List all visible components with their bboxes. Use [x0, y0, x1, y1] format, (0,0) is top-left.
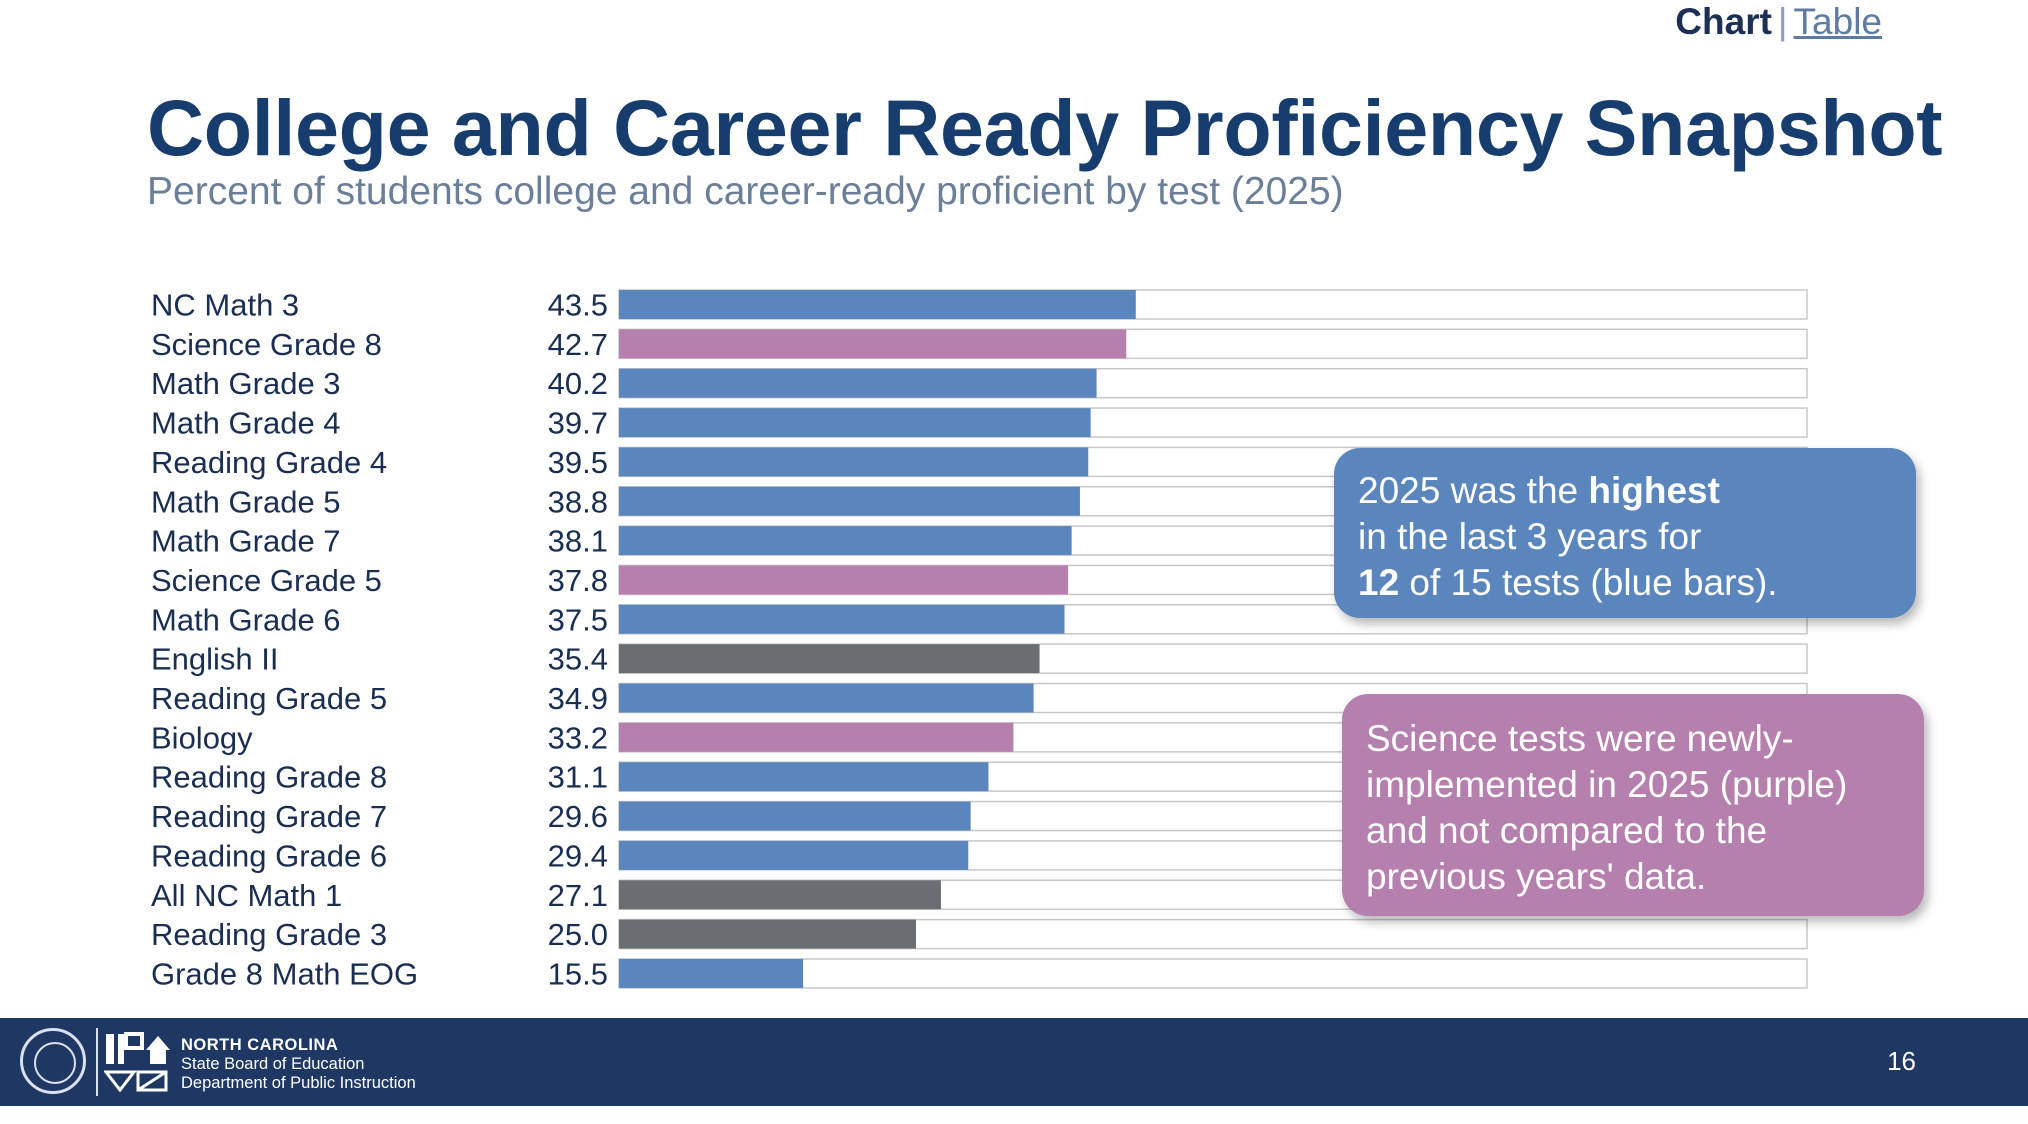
category-label: NC Math 3 [151, 288, 299, 323]
state-board-seal-icon [20, 1028, 86, 1094]
bar [619, 958, 804, 988]
bar [619, 683, 1034, 713]
bar [619, 290, 1136, 319]
category-label: All NC Math 1 [151, 878, 342, 913]
category-label: Reading Grade 4 [151, 445, 387, 480]
category-label: Reading Grade 7 [151, 799, 387, 834]
view-toggle: Chart | Table [1675, 0, 1882, 44]
value-label: 40.2 [548, 366, 608, 401]
category-label: Reading Grade 8 [151, 760, 387, 795]
bar [619, 762, 989, 792]
callout-blue-text-1: 2025 was the [1358, 470, 1589, 511]
category-label: Reading Grade 6 [151, 838, 387, 873]
bar [619, 526, 1072, 556]
category-label: Math Grade 6 [151, 602, 341, 637]
page-number: 16 [1887, 1046, 1916, 1076]
category-label: Science Grade 8 [151, 327, 382, 362]
bar [619, 644, 1040, 674]
value-label: 25.0 [548, 917, 608, 952]
category-label: Math Grade 3 [151, 366, 341, 401]
callout-blue-highlight: highest [1588, 470, 1720, 511]
value-label: 38.1 [548, 524, 608, 559]
bar [619, 919, 916, 949]
dpi-logo-icon [104, 1032, 170, 1092]
footer-bar: NORTH CAROLINA State Board of Education … [0, 1018, 2028, 1106]
value-label: 39.7 [548, 406, 608, 441]
callout-purple-text-4: previous years' data. [1366, 856, 1707, 897]
value-label: 37.5 [548, 602, 608, 637]
category-label: Math Grade 7 [151, 524, 341, 559]
org-board: State Board of Education [181, 1055, 365, 1073]
page-subtitle: Percent of students college and career-r… [147, 170, 1344, 213]
callout-blue-text-2: in the last 3 years for [1358, 516, 1702, 557]
value-label: 42.7 [548, 327, 608, 362]
bar [619, 840, 969, 870]
callout-purple-text-1: Science tests were newly- [1366, 718, 1794, 759]
bar [619, 447, 1089, 477]
org-state: NORTH CAROLINA [181, 1036, 339, 1054]
value-label: 39.5 [548, 445, 608, 480]
callout-blue-text-3: of 15 tests (blue bars). [1399, 562, 1778, 603]
bar [619, 408, 1091, 438]
value-label: 27.1 [548, 878, 608, 913]
value-label: 38.8 [548, 484, 608, 519]
value-label: 43.5 [548, 288, 608, 323]
category-label: English II [151, 642, 279, 677]
bar [619, 604, 1065, 634]
category-label: Math Grade 5 [151, 484, 341, 519]
callout-purple: Science tests were newly- implemented in… [1342, 694, 1924, 916]
value-label: 37.8 [548, 563, 608, 598]
bar [619, 329, 1127, 359]
category-label: Reading Grade 3 [151, 917, 387, 952]
category-label: Math Grade 4 [151, 406, 341, 441]
value-label: 29.4 [548, 838, 608, 873]
category-label: Grade 8 Math EOG [151, 956, 418, 991]
callout-blue: 2025 was the highest in the last 3 years… [1334, 448, 1916, 618]
footer-divider [96, 1028, 98, 1096]
category-label: Science Grade 5 [151, 563, 382, 598]
category-label: Biology [151, 720, 253, 755]
org-department: Department of Public Instruction [181, 1074, 416, 1092]
value-label: 15.5 [548, 956, 608, 991]
value-label: 29.6 [548, 799, 608, 834]
value-label: 34.9 [548, 681, 608, 716]
bar [619, 801, 971, 831]
bar [619, 722, 1014, 752]
callout-purple-text-3: and not compared to the [1366, 810, 1768, 851]
callout-blue-count: 12 [1358, 562, 1400, 603]
value-label: 35.4 [548, 642, 608, 677]
chart-view-label[interactable]: Chart [1675, 1, 1772, 42]
bar [619, 880, 941, 910]
footer-org: NORTH CAROLINA State Board of Education … [181, 1036, 416, 1093]
callout-purple-text-2: implemented in 2025 (purple) [1366, 764, 1848, 805]
view-separator: | [1777, 1, 1788, 42]
table-view-link[interactable]: Table [1793, 1, 1882, 42]
page-title: College and Career Ready Proficiency Sna… [147, 83, 1943, 172]
value-label: 31.1 [548, 760, 608, 795]
bar [619, 368, 1097, 398]
category-label: Reading Grade 5 [151, 681, 387, 716]
bar [619, 565, 1069, 595]
value-label: 33.2 [548, 720, 608, 755]
bar [619, 486, 1080, 516]
